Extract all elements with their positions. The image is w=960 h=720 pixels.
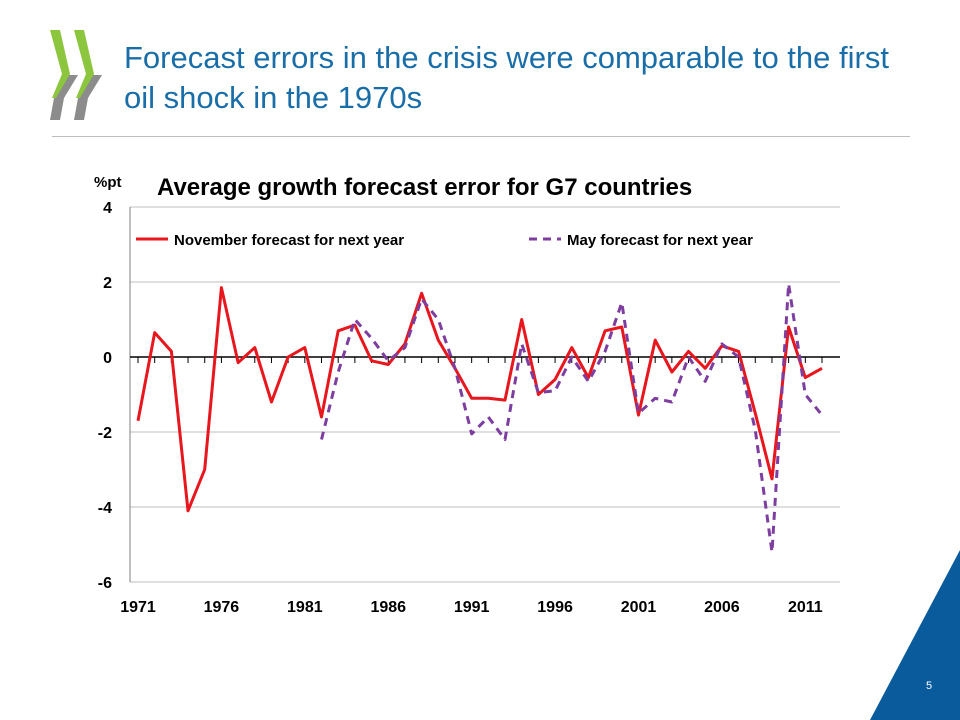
x-tick-label: 1981	[287, 599, 323, 616]
logo-chevron-right-shadow	[74, 75, 102, 120]
axes	[129, 207, 840, 582]
corner-accent-triangle	[870, 550, 960, 720]
y-tick-label: -4	[98, 500, 112, 517]
y-tick-label: -6	[98, 575, 112, 592]
chart-title: Average growth forecast error for G7 cou…	[157, 174, 692, 201]
legend-label-may: May forecast for next year	[567, 232, 753, 249]
series-line-november	[136, 286, 823, 513]
y-tick-label: 4	[103, 200, 112, 217]
series-lines	[136, 282, 824, 554]
x-tick-labels: 1971 1976 1981 1986 1991 1996 2001 2006 2011	[120, 599, 823, 616]
corner-accent-shape	[870, 550, 960, 720]
x-tick-label: 1971	[120, 599, 156, 616]
legend-label-november: November forecast for next year	[174, 232, 404, 249]
x-tick-label: 1976	[204, 599, 240, 616]
logo-chevron-right	[74, 30, 94, 98]
logo-chevron-left	[50, 30, 70, 98]
y-tick-labels: 4 2 0 -2 -4 -6	[98, 200, 112, 592]
y-tick-label: 0	[103, 350, 112, 367]
double-chevron-logo-icon	[50, 30, 102, 120]
x-tick-label: 1991	[454, 599, 490, 616]
series-line-may	[320, 282, 824, 554]
slide-title: Forecast errors in the crisis were compa…	[124, 40, 889, 115]
y-axis-unit-label: %pt	[94, 174, 122, 191]
x-tick-label: 2001	[621, 599, 657, 616]
title-divider	[52, 136, 910, 137]
x-tick-label: 1996	[537, 599, 573, 616]
x-tick-label: 2006	[704, 599, 740, 616]
y-tick-label: 2	[103, 275, 112, 292]
y-tick-label: -2	[98, 425, 112, 442]
chart-legend: November forecast for next year May fore…	[136, 232, 753, 249]
logo-chevron-left-shadow	[50, 75, 78, 120]
x-tick-label: 2011	[788, 599, 823, 616]
x-tick-label: 1986	[370, 599, 406, 616]
gridlines	[130, 206, 840, 583]
page-number: 5	[926, 680, 933, 692]
